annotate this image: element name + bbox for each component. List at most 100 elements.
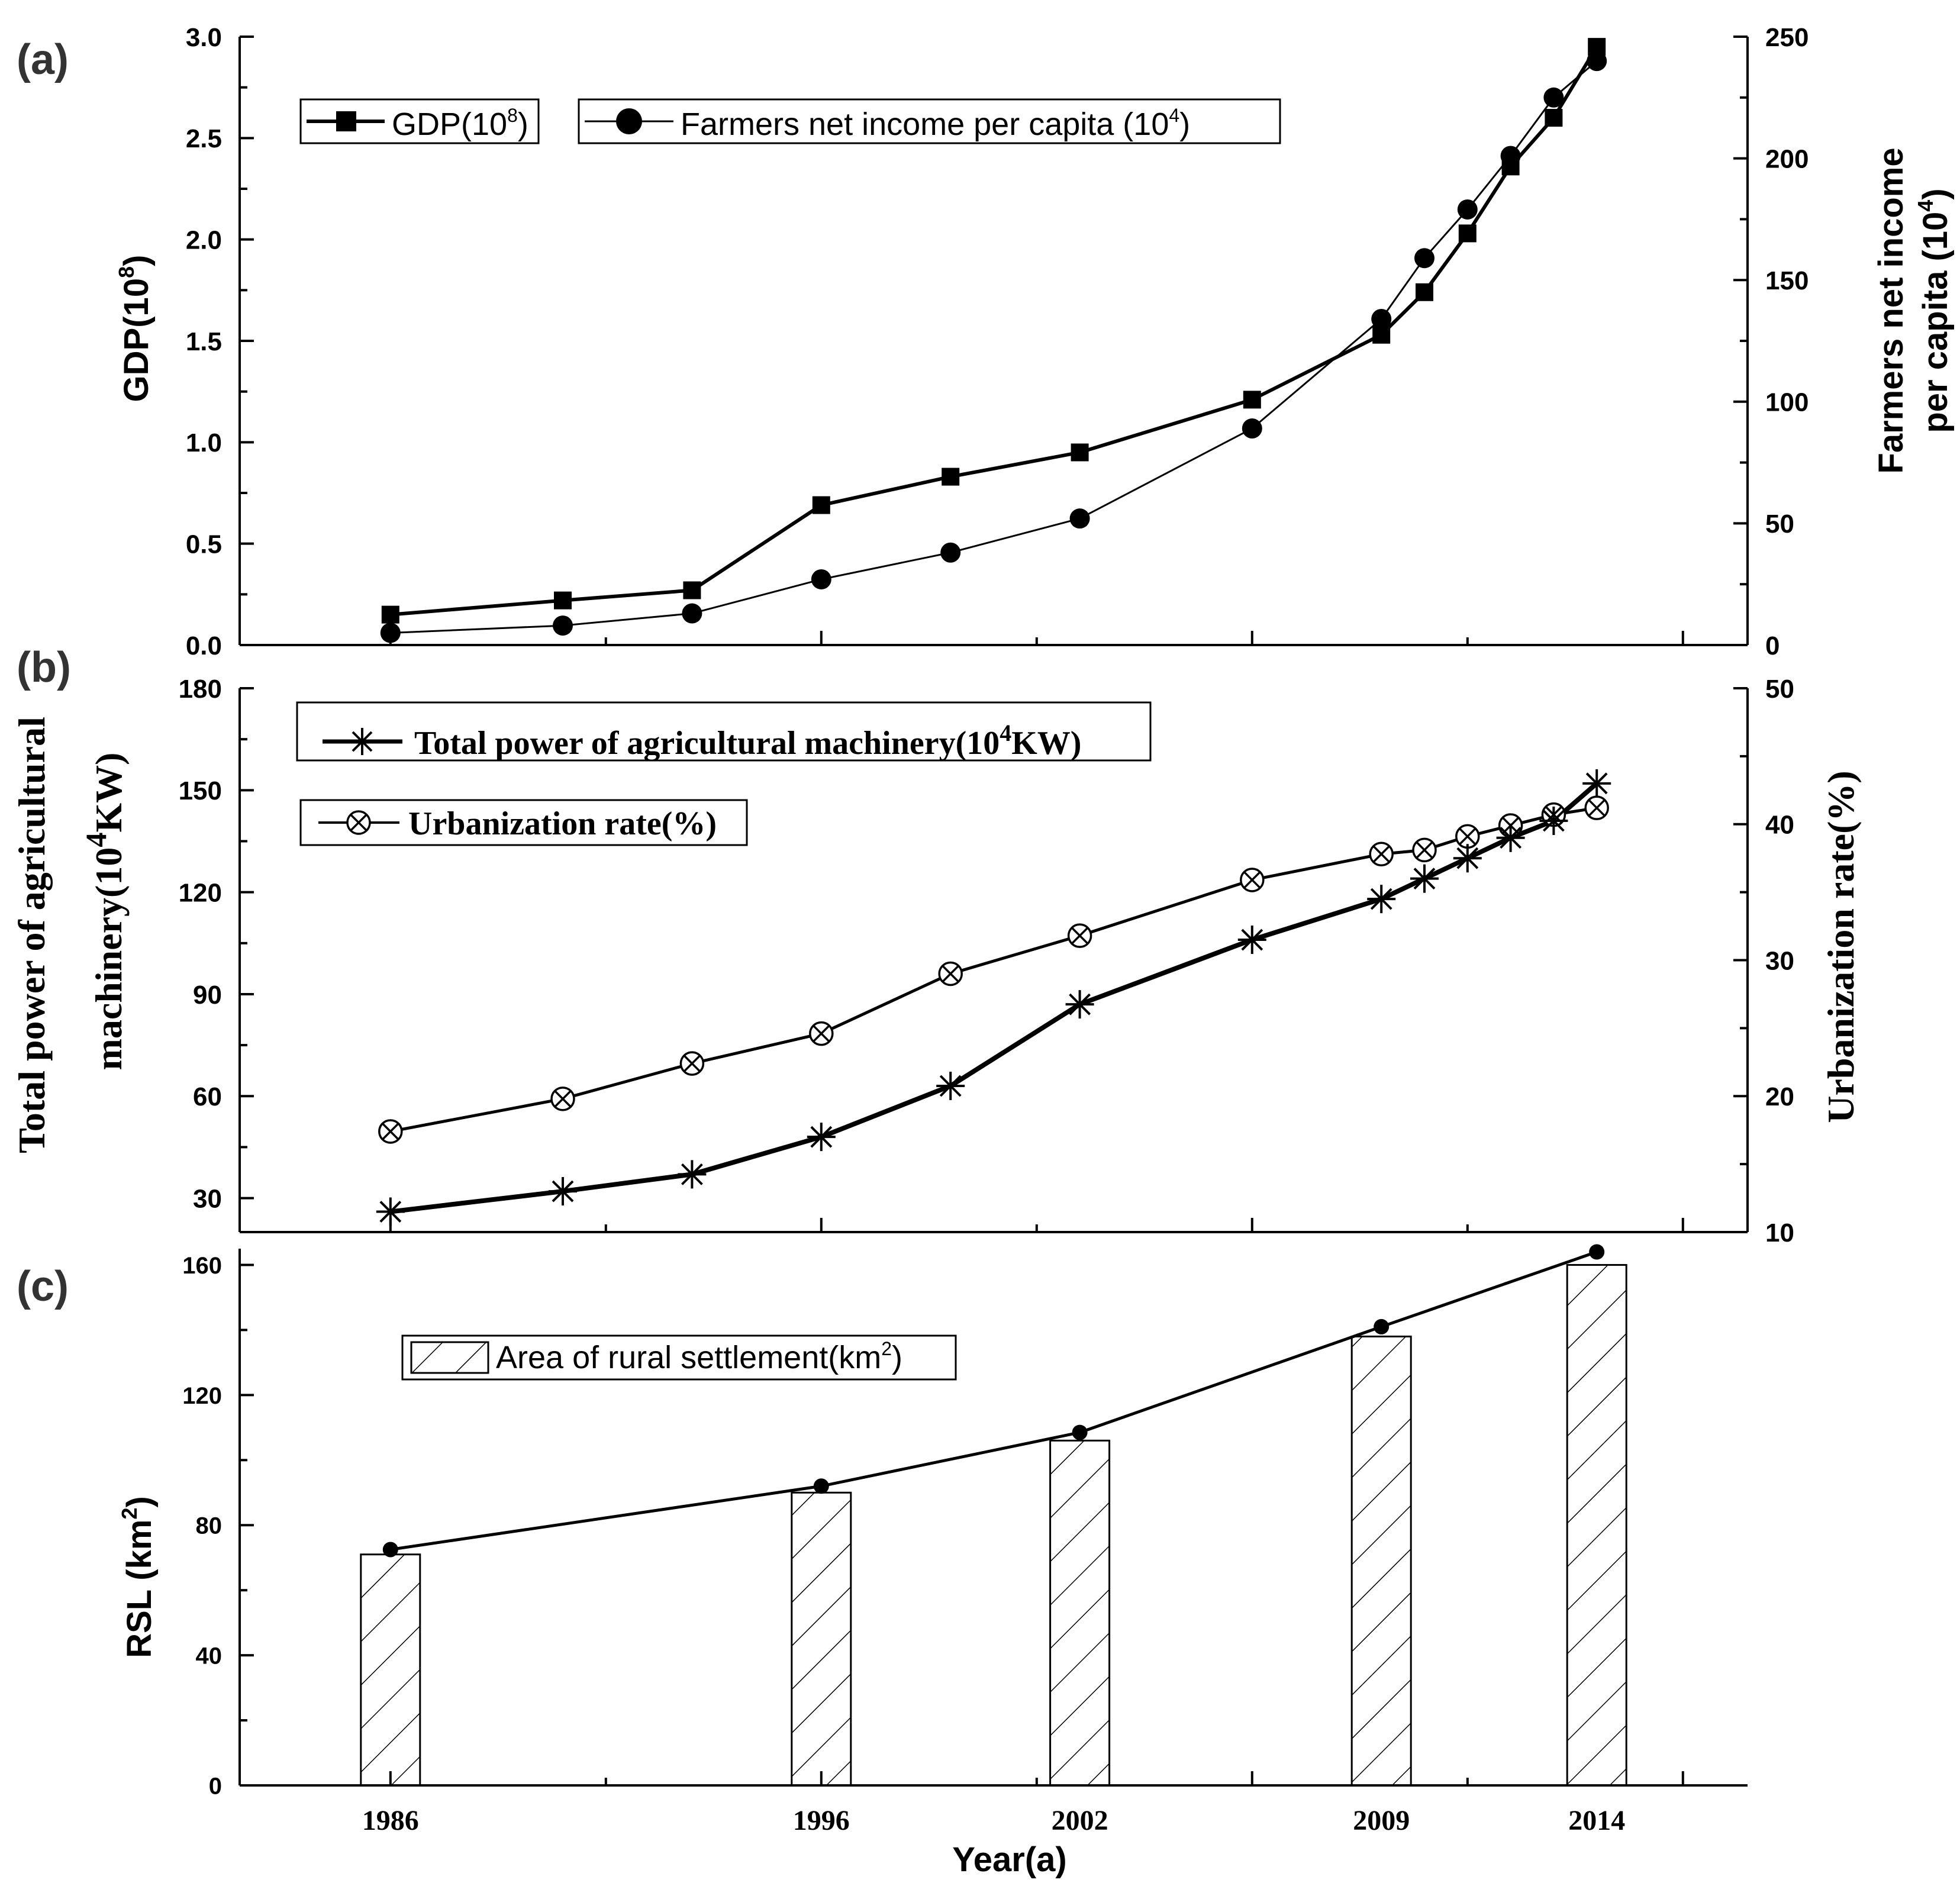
- y-tick-label: 1.5: [186, 327, 222, 356]
- circled-x-stroke: [813, 1025, 830, 1042]
- y-tick-label: 0.5: [186, 530, 222, 559]
- y2-tick-label: 100: [1765, 388, 1809, 417]
- y2-tick-label: 250: [1765, 23, 1809, 52]
- y-tick-label: 150: [179, 776, 222, 805]
- y-tick-label: 60: [193, 1082, 222, 1111]
- y-tick-label: 1.0: [186, 428, 222, 457]
- y-tick-label: 160: [182, 1253, 222, 1279]
- panel-c-ticks: 0 40 80 120 160 1986 1996 2002 2009 2014: [182, 1253, 1684, 1836]
- panel-a-legend-gdp: GDP(108): [299, 98, 540, 144]
- y2-tick-label: 50: [1765, 675, 1794, 704]
- panel-b-y-axis-label-line2: machinery(104KW): [79, 753, 130, 1071]
- machinery-point: [1539, 807, 1568, 836]
- rsl-bar: [1566, 1263, 1627, 1787]
- legend-asterisk-marker-icon: [349, 728, 376, 755]
- panel-b-markers: [376, 769, 1611, 1226]
- machinery-point: [1582, 769, 1611, 798]
- panel-c-bars: [360, 1263, 1627, 1787]
- y-tick-label: 2.0: [186, 226, 222, 255]
- urbanization-point: [378, 1119, 403, 1144]
- urbanization-point: [938, 961, 963, 986]
- panel-a-markers: [380, 38, 1607, 643]
- urbanization-point: [1240, 868, 1265, 892]
- y2-tick-label: 0: [1765, 631, 1780, 660]
- gdp-point: [683, 581, 701, 599]
- y2-tick-label: 20: [1765, 1082, 1794, 1111]
- urbanization-point: [1455, 824, 1480, 849]
- gdp-point: [1071, 443, 1089, 462]
- panel-b-legend-urbanization: Urbanization rate(%): [299, 799, 748, 846]
- y-tick-label: 40: [196, 1643, 223, 1669]
- income-point: [1414, 248, 1434, 269]
- rsl-bar: [1350, 1335, 1412, 1787]
- panel-a-y2-axis-label-line1: Farmers net income: [1872, 147, 1910, 473]
- asterisk-stroke: [1370, 888, 1392, 910]
- asterisk-stroke: [1069, 993, 1091, 1015]
- circled-x-stroke: [1071, 927, 1088, 944]
- asterisk-stroke: [379, 1201, 402, 1223]
- y2-tick-label: 200: [1765, 144, 1809, 173]
- income-point: [811, 569, 831, 589]
- machinery-point: [807, 1123, 836, 1152]
- rsl-trend-point: [813, 1478, 829, 1494]
- urbanization-point: [679, 1051, 705, 1076]
- panel-b-legend-machinery-label: Total power of agricultural machinery(10…: [414, 720, 1081, 762]
- y-tick-label: 3.0: [186, 23, 222, 52]
- machinery-point: [376, 1197, 405, 1226]
- y-tick-label: 0.0: [186, 631, 222, 660]
- y-tick-label: 0: [209, 1773, 222, 1799]
- rsl-trend-point: [1072, 1424, 1088, 1440]
- income-point: [1587, 51, 1607, 72]
- rsl-trend-line: [390, 1250, 1598, 1551]
- gdp-point: [554, 591, 572, 610]
- income-point: [380, 623, 401, 643]
- panel-c-trend-line: [390, 1250, 1598, 1551]
- panel-c-markers: [382, 1244, 1605, 1558]
- urbanization-point: [1412, 837, 1437, 863]
- rsl-trend-point: [1374, 1318, 1390, 1334]
- circled-x-stroke: [1243, 871, 1261, 889]
- circled-x-stroke: [1588, 799, 1606, 817]
- panel-c-y-axis-label: RSL (km2): [117, 1496, 159, 1658]
- machinery-point: [1496, 823, 1525, 852]
- legend-square-marker-icon: [336, 111, 356, 131]
- y2-tick-label: 10: [1765, 1218, 1794, 1247]
- y2-tick-label: 40: [1765, 811, 1794, 840]
- gdp-point: [942, 468, 960, 486]
- x-tick-label: 2002: [1052, 1805, 1108, 1836]
- rsl-bar: [791, 1491, 852, 1787]
- panel-c-legend-area-label: Area of rural settlement(km2): [496, 1338, 902, 1375]
- urbanization-point: [1369, 842, 1394, 867]
- machinery-point: [1410, 864, 1439, 893]
- income-line: [390, 60, 1598, 634]
- panel-c-legend-area: Area of rural settlement(km2): [401, 1334, 957, 1381]
- circled-x-stroke: [1416, 842, 1433, 859]
- machinery-point: [1367, 885, 1396, 914]
- machinery-point: [549, 1177, 577, 1206]
- gdp-point: [1588, 38, 1606, 56]
- panel-b: (b) 30 60 90 120 150 180 10 20 30 40 50 Total powe…: [11, 644, 1862, 1247]
- panel-c-x-axis-label: Year(a): [952, 1840, 1066, 1879]
- rsl-trend-point: [382, 1542, 398, 1558]
- gdp-point: [1243, 391, 1261, 409]
- urbanization-point: [550, 1087, 575, 1111]
- gdp-point: [1372, 325, 1391, 344]
- urbanization-point: [809, 1021, 834, 1046]
- circled-x-stroke: [382, 1123, 399, 1140]
- panel-a-y-axis-label: GDP(108): [114, 255, 156, 402]
- x-tick-label: 1986: [362, 1805, 419, 1836]
- rsl-bar: [360, 1553, 421, 1787]
- gdp-point: [812, 496, 830, 514]
- urbanization-point: [1067, 923, 1092, 948]
- panel-a-legend-income: Farmers net income per capita (104): [578, 98, 1281, 144]
- panel-c-axes: [238, 1249, 1748, 1787]
- gdp-point: [1458, 224, 1477, 243]
- y2-tick-label: 150: [1765, 266, 1809, 295]
- income-point: [1457, 199, 1478, 220]
- gdp-point: [1545, 109, 1563, 127]
- gdp-point: [1501, 157, 1520, 176]
- panel-a-ticks: 0.0 0.5 1.0 1.5 2.0 2.5 3.0 0 50 100 150 200 250: [186, 23, 1809, 660]
- x-tick-label: 1996: [793, 1805, 850, 1836]
- circled-x-stroke: [1459, 828, 1477, 845]
